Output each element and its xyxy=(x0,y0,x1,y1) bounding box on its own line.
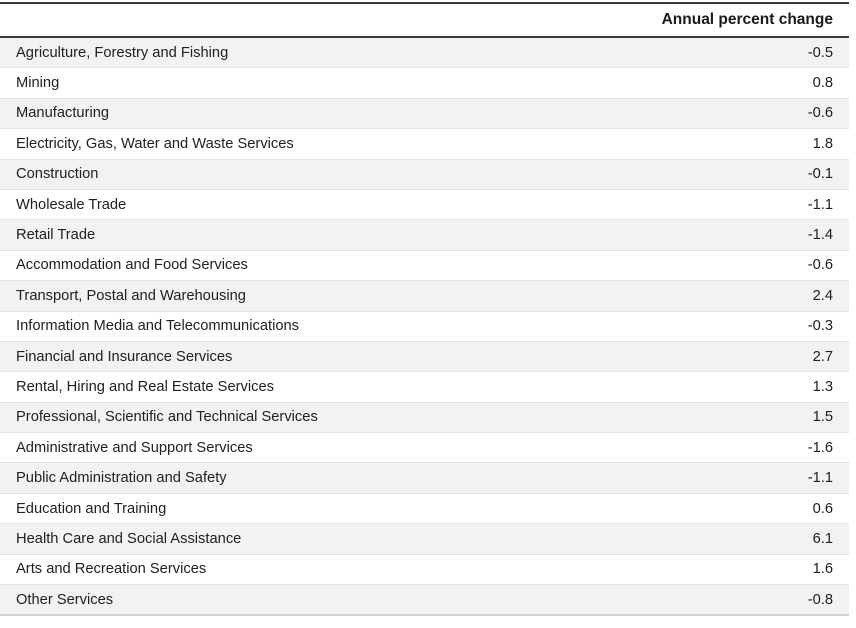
row-value: 2.4 xyxy=(812,287,833,304)
row-label: Accommodation and Food Services xyxy=(16,257,248,274)
row-label: Construction xyxy=(16,166,99,183)
table-row: Information Media and Telecommunications… xyxy=(0,311,849,342)
row-label: Retail Trade xyxy=(16,227,96,244)
row-value: -0.8 xyxy=(807,591,833,608)
row-value: -1.4 xyxy=(807,227,833,244)
table-header-row: Annual percent change xyxy=(0,3,849,38)
row-label: Public Administration and Safety xyxy=(16,470,227,487)
column-header-annual-percent-change: Annual percent change xyxy=(627,3,849,38)
row-label: Manufacturing xyxy=(16,105,110,122)
row-value: -0.5 xyxy=(807,44,833,61)
table-row: Retail Trade -1.4 xyxy=(0,219,849,251)
row-label: Information Media and Telecommunications xyxy=(16,318,300,335)
row-value: 1.5 xyxy=(812,409,833,426)
row-value: -0.3 xyxy=(807,318,833,335)
table-row: Administrative and Support Services -1.6 xyxy=(0,432,849,463)
row-label: Wholesale Trade xyxy=(16,196,127,213)
table-row: Wholesale Trade -1.1 xyxy=(0,189,849,220)
table-row: Other Services -0.8 xyxy=(0,584,849,616)
table-row: Arts and Recreation Services 1.6 xyxy=(0,554,849,585)
table-row: Public Administration and Safety -1.1 xyxy=(0,462,849,494)
table-row: Agriculture, Forestry and Fishing -0.5 xyxy=(0,37,849,68)
table-row: Education and Training 0.6 xyxy=(0,493,849,524)
row-value: -1.1 xyxy=(807,196,833,213)
row-label: Administrative and Support Services xyxy=(16,439,253,456)
annual-percent-change-table: Annual percent change Agriculture, Fores… xyxy=(0,2,849,616)
row-value: 1.6 xyxy=(812,561,833,578)
row-value: 1.3 xyxy=(812,378,833,395)
row-value: 1.8 xyxy=(812,135,833,152)
row-value: -0.1 xyxy=(807,166,833,183)
table-row: Health Care and Social Assistance 6.1 xyxy=(0,523,849,555)
row-label: Financial and Insurance Services xyxy=(16,348,233,365)
table-body: Agriculture, Forestry and Fishing -0.5 M… xyxy=(0,37,849,616)
table-header: Annual percent change xyxy=(0,3,849,38)
table-row: Transport, Postal and Warehousing 2.4 xyxy=(0,280,849,312)
row-label: Mining xyxy=(16,75,60,92)
table-row: Professional, Scientific and Technical S… xyxy=(0,402,849,433)
table-row: Mining 0.8 xyxy=(0,67,849,99)
row-label: Rental, Hiring and Real Estate Services xyxy=(16,378,274,395)
row-value: 0.6 xyxy=(812,500,833,517)
row-label: Electricity, Gas, Water and Waste Servic… xyxy=(16,135,294,152)
table-row: Manufacturing -0.6 xyxy=(0,98,849,129)
row-value: 2.7 xyxy=(812,348,833,365)
row-value: -0.6 xyxy=(807,105,833,122)
table-row: Construction -0.1 xyxy=(0,159,849,190)
row-label: Education and Training xyxy=(16,500,167,517)
table-row: Financial and Insurance Services 2.7 xyxy=(0,341,849,372)
row-value: -0.6 xyxy=(807,257,833,274)
row-label: Health Care and Social Assistance xyxy=(16,530,242,547)
row-label: Other Services xyxy=(16,591,114,608)
row-value: -1.1 xyxy=(807,470,833,487)
row-value: -1.6 xyxy=(807,439,833,456)
row-label: Transport, Postal and Warehousing xyxy=(16,287,246,304)
table-row: Accommodation and Food Services -0.6 xyxy=(0,250,849,281)
column-header-industry xyxy=(0,3,627,38)
row-label: Agriculture, Forestry and Fishing xyxy=(16,44,229,61)
row-label: Arts and Recreation Services xyxy=(16,561,207,578)
row-value: 6.1 xyxy=(812,530,833,547)
table-row: Electricity, Gas, Water and Waste Servic… xyxy=(0,128,849,160)
row-value: 0.8 xyxy=(812,75,833,92)
table-row: Rental, Hiring and Real Estate Services … xyxy=(0,371,849,403)
row-label: Professional, Scientific and Technical S… xyxy=(16,409,318,426)
